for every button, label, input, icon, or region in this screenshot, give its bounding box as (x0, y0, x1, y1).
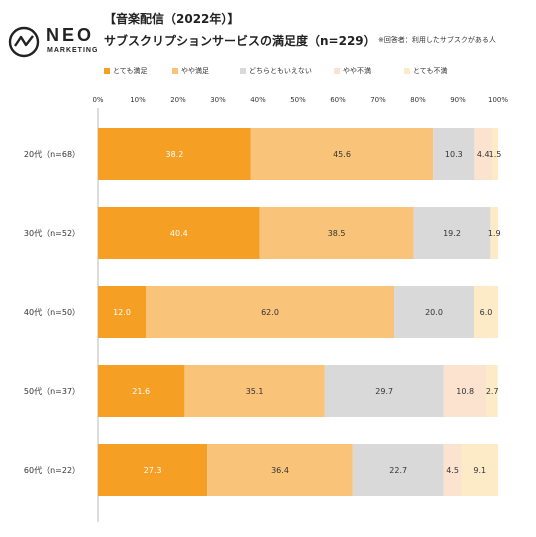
chart-title: サブスクリプションサービスの満足度（n=229） (104, 34, 376, 48)
bar-segment (250, 128, 434, 180)
logo-name: NEO (46, 25, 95, 45)
data-label: 10.3 (445, 150, 463, 159)
bar-segment (490, 207, 498, 259)
bar-segment (207, 444, 353, 496)
data-label: 36.4 (271, 466, 289, 475)
data-label: 2.7 (486, 387, 499, 396)
legend-swatch (104, 68, 110, 74)
data-label: 38.2 (165, 150, 183, 159)
data-label: 27.3 (144, 466, 162, 475)
legend-swatch (404, 68, 410, 74)
bar-segment (184, 365, 325, 417)
data-label: 35.1 (246, 387, 264, 396)
legend-label: とても不満 (413, 67, 448, 75)
x-tick-label: 10% (130, 96, 146, 104)
bar-segment (443, 444, 462, 496)
data-label: 21.6 (132, 387, 150, 396)
bar-segment (413, 207, 491, 259)
data-label: 10.8 (456, 387, 474, 396)
stacked-bar-chart: 0% 10% 20% 30% 40% 50% 60% 70% 80% 90% 100% 20代（n=6… (24, 96, 508, 522)
category-label: 60代（n=22） (24, 465, 80, 475)
category-label: 30代（n=52） (24, 228, 80, 238)
legend-swatch (334, 68, 340, 74)
data-label: 19.2 (443, 229, 461, 238)
data-label: 4.4 (477, 150, 490, 159)
x-tick-label: 40% (250, 96, 266, 104)
bar-segment (474, 286, 498, 338)
data-label: 1.5 (489, 150, 502, 159)
x-tick-label: 60% (330, 96, 346, 104)
x-tick-label: 50% (290, 96, 306, 104)
bar-segment (433, 128, 475, 180)
bar-segment (259, 207, 414, 259)
category-label: 40代（n=50） (24, 307, 80, 317)
data-label: 45.6 (333, 150, 351, 159)
data-label: 4.5 (446, 466, 459, 475)
x-tick-label: 100% (488, 96, 508, 104)
bar-segment (461, 444, 498, 496)
bar-segment (486, 365, 498, 417)
legend-label: やや不満 (343, 67, 371, 75)
data-label: 6.0 (480, 308, 493, 317)
respondent-note: ※回答者：利用したサブスクがある人 (378, 36, 496, 44)
bar-segment (98, 128, 251, 180)
x-tick-label: 90% (450, 96, 466, 104)
bar-segment (98, 444, 208, 496)
data-label: 9.1 (473, 466, 486, 475)
bar-segment (98, 286, 146, 338)
x-tick-label: 30% (210, 96, 226, 104)
bar-segment (98, 207, 260, 259)
legend-swatch (240, 68, 246, 74)
x-tick-label: 80% (410, 96, 426, 104)
legend-item: どちらともいえない (240, 66, 312, 76)
category-label: 50代（n=37） (24, 386, 80, 396)
logo-subtitle: MARKETING (47, 47, 99, 54)
bar-segment (146, 286, 394, 338)
bar-segment (324, 365, 444, 417)
logo-mark-icon (8, 26, 40, 58)
bar-segment (474, 128, 492, 180)
x-tick-label: 20% (170, 96, 186, 104)
legend-swatch (172, 68, 178, 74)
legend-item: やや満足 (172, 66, 209, 76)
bar-segment (98, 365, 185, 417)
neo-marketing-logo: NEO MARKETING (8, 20, 108, 64)
chart-title-category: 【音楽配信（2022年）】 (104, 12, 240, 26)
bar-segment (443, 365, 487, 417)
data-label: 62.0 (261, 308, 279, 317)
x-tick-label: 0% (92, 96, 103, 104)
data-label: 38.5 (328, 229, 346, 238)
data-label: 1.9 (488, 229, 501, 238)
data-label: 12.0 (113, 308, 131, 317)
bar-segment (492, 128, 498, 180)
data-label: 29.7 (375, 387, 393, 396)
legend-item: やや不満 (334, 66, 371, 76)
bar-segment (394, 286, 474, 338)
legend-label: どちらともいえない (249, 67, 312, 75)
legend-label: とても満足 (113, 67, 148, 75)
x-tick-label: 70% (370, 96, 386, 104)
legend-item: とても不満 (404, 66, 447, 76)
data-label: 20.0 (425, 308, 443, 317)
data-label: 22.7 (389, 466, 407, 475)
legend-item: とても満足 (104, 66, 147, 76)
chart-legend: とても満足 やや満足 どちらともいえない やや不満 とても不満 (104, 66, 524, 80)
data-label: 40.4 (170, 229, 188, 238)
category-label: 20代（n=68） (24, 149, 80, 159)
bar-segment (352, 444, 444, 496)
legend-label: やや満足 (181, 67, 209, 75)
